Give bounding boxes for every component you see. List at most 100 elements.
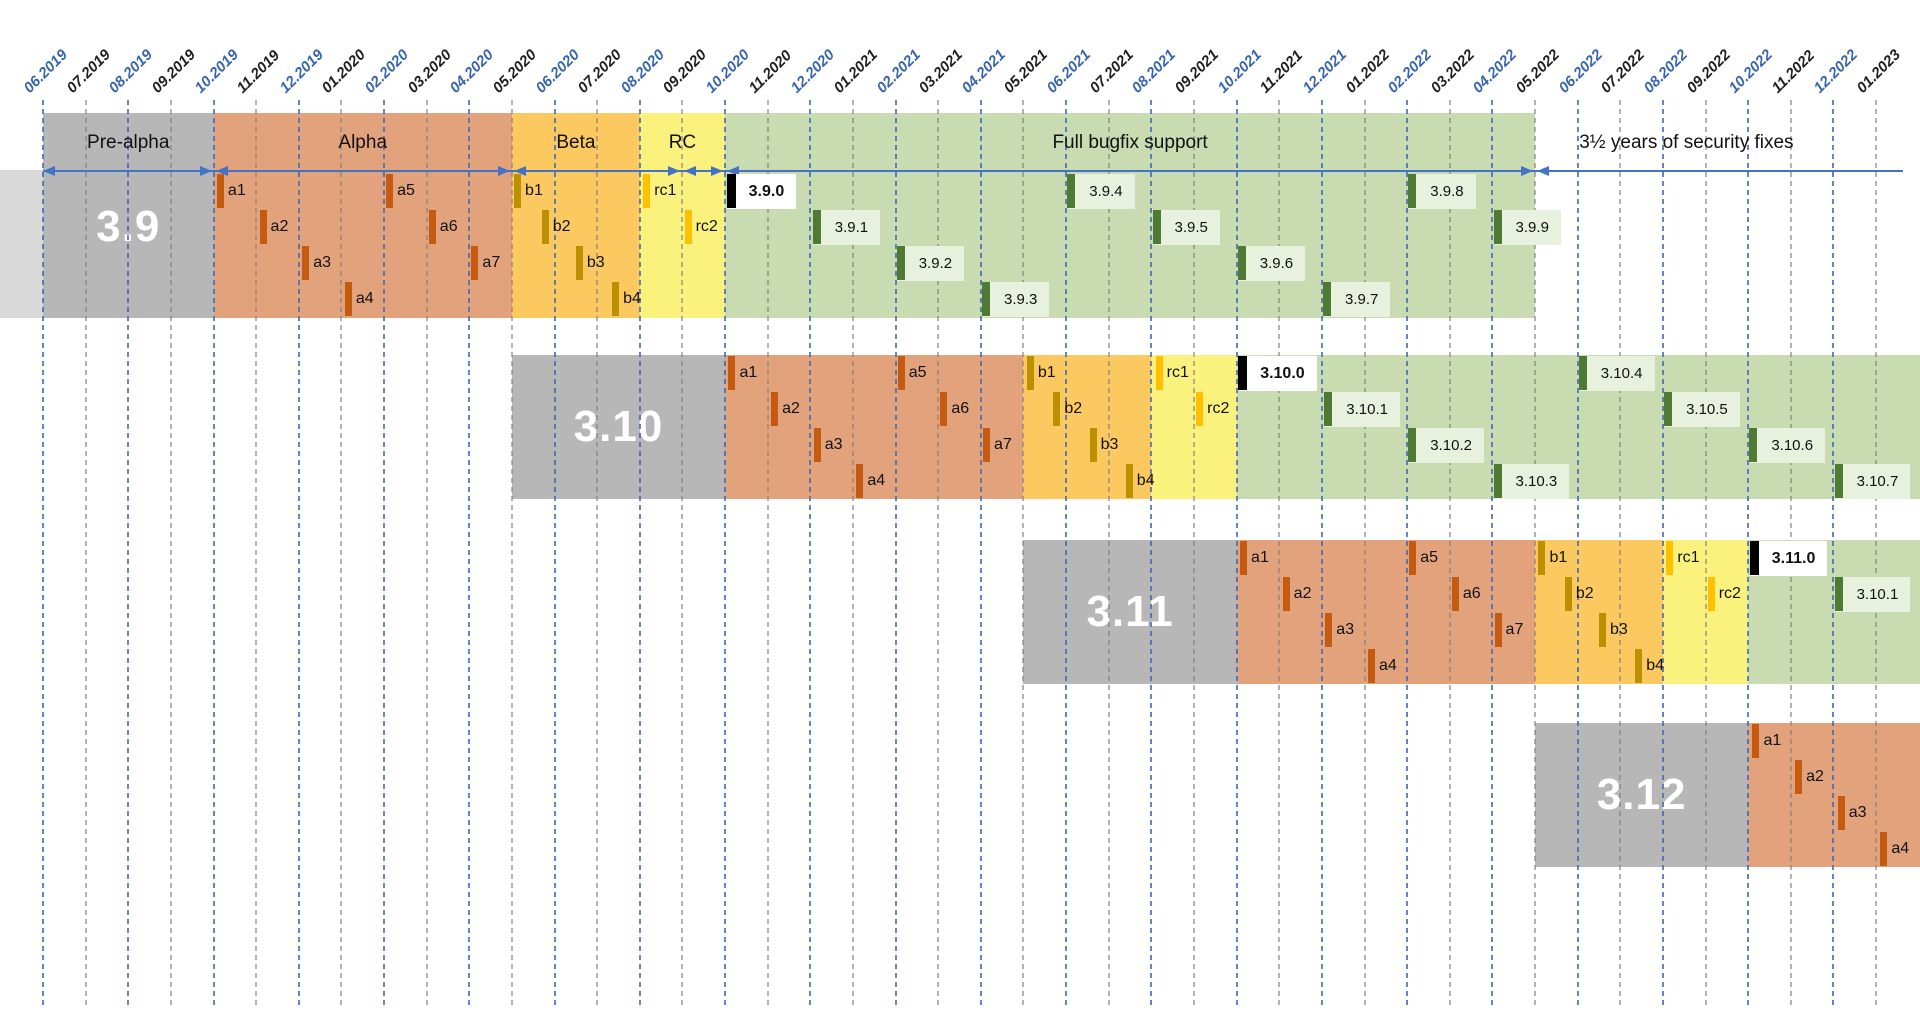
bugfix-release-label: 3.10.6 [1749, 428, 1826, 463]
alpha-release-label: a5 [908, 364, 927, 381]
release-release-label: 3.10.0 [1238, 356, 1317, 391]
bugfix-release-marker [1237, 246, 1246, 280]
rc-release-marker [684, 210, 692, 244]
beta-release-label: b1 [1549, 549, 1568, 566]
phase-label: Beta [556, 132, 596, 153]
alpha-release-label: a1 [739, 364, 758, 381]
month-gridline [638, 100, 641, 1005]
alpha-release-label: a4 [1378, 657, 1397, 674]
beta-release-label: b4 [1136, 472, 1155, 489]
rc-release-label: rc1 [1166, 364, 1189, 381]
bugfix-release-label: 3.10.7 [1834, 464, 1911, 499]
month-gridline [681, 100, 684, 1005]
month-gridline [1022, 100, 1025, 1005]
month-gridline [1661, 100, 1664, 1005]
bugfix-release-marker [1323, 282, 1332, 316]
month-gridline [1150, 100, 1153, 1005]
bugfix-release-label: 3.9.4 [1067, 174, 1135, 209]
version-label: 3.10 [573, 402, 664, 451]
month-gridline [596, 100, 599, 1005]
release-release-label: 3.11.0 [1749, 541, 1828, 576]
alpha-release-label: a3 [824, 436, 843, 453]
alpha-release-label: a3 [1336, 621, 1355, 638]
release-release-marker [726, 174, 736, 208]
month-gridline [212, 100, 215, 1005]
alpha-release-marker [1752, 724, 1760, 758]
beta-release-marker [1125, 464, 1133, 498]
month-gridline [1363, 100, 1366, 1005]
month-gridline [1491, 100, 1494, 1005]
alpha-release-label: a2 [1806, 768, 1824, 785]
phase-label: Full bugfix support [1052, 132, 1208, 153]
alpha-release-label: a5 [397, 182, 415, 199]
alpha-release-label: a3 [313, 254, 331, 271]
bugfix-release-marker [1578, 356, 1587, 390]
alpha-release-label: a7 [1505, 621, 1524, 638]
month-gridline [1406, 100, 1409, 1005]
arrowhead-right-icon [668, 166, 681, 176]
rc-release-label: rc2 [695, 218, 718, 235]
bugfix-release-marker [981, 282, 990, 316]
phase-label: Pre-alpha [87, 132, 170, 153]
rc-release-marker [1196, 392, 1204, 426]
month-gridline [1747, 100, 1750, 1005]
month-gridline [894, 100, 897, 1005]
month-gridline [1448, 100, 1451, 1005]
alpha-release-label: a4 [355, 290, 374, 307]
arrowhead-left-icon [513, 166, 526, 176]
alpha-release-label: a7 [482, 254, 501, 271]
month-gridline [553, 100, 556, 1005]
alpha-release-marker [1240, 541, 1248, 575]
beta-release-marker [1635, 649, 1643, 683]
arrowhead-left-icon [727, 166, 740, 176]
month-gridline [425, 100, 428, 1005]
bugfix-release-label: 3.10.3 [1493, 464, 1570, 499]
month-gridline [1065, 100, 1068, 1005]
version-label: 3.11 [1086, 587, 1174, 636]
rc-release-label: rc2 [1207, 400, 1230, 417]
rc-release-label: rc1 [1677, 549, 1700, 566]
arrowhead-right-icon [1521, 166, 1534, 176]
phase-label: Alpha [338, 132, 388, 153]
month-gridline [1704, 100, 1707, 1005]
bugfix-release-marker [1749, 428, 1758, 462]
alpha-release-marker [386, 174, 394, 208]
alpha-release-label: a2 [270, 218, 289, 235]
arrowhead-left-icon [684, 166, 697, 176]
alpha-release-label: a7 [993, 436, 1012, 453]
alpha-release-marker [1282, 577, 1290, 611]
alpha-release-marker [1409, 541, 1417, 575]
bugfix-release-marker [1152, 210, 1161, 244]
bugfix-release-marker [1664, 392, 1673, 426]
bugfix-release-marker [1493, 210, 1502, 244]
beta-release-marker [1598, 613, 1606, 647]
arrowhead-left-icon [43, 166, 55, 176]
beta-release-marker [514, 174, 522, 208]
bugfix-release-marker [1493, 464, 1502, 498]
alpha-release-marker [1367, 649, 1375, 683]
month-gridline [468, 100, 471, 1005]
beta-release-label: b3 [1609, 621, 1628, 638]
alpha-release-marker [471, 246, 479, 280]
rc-release-marker [1155, 356, 1163, 390]
alpha-release-label: a2 [782, 400, 800, 417]
month-gridline [937, 100, 940, 1005]
alpha-release-marker [1795, 760, 1803, 794]
bugfix-release-label: 3.10.1 [1324, 392, 1401, 427]
month-gridline [1619, 100, 1622, 1005]
phase-label: 3½ years of security fixes [1579, 132, 1794, 153]
bugfix-release-label: 3.9.8 [1408, 174, 1476, 209]
beta-release-label: b4 [1646, 657, 1665, 674]
beta-release-marker [1053, 392, 1061, 426]
month-gridline [1278, 100, 1281, 1005]
arrowhead-right-icon [497, 166, 510, 176]
arrowhead-left-icon [1537, 166, 1550, 176]
month-gridline [383, 100, 386, 1005]
alpha-release-marker [302, 246, 310, 280]
beta-release-label: b2 [1575, 585, 1594, 602]
beta-release-marker [575, 246, 583, 280]
alpha-release-marker [1325, 613, 1333, 647]
